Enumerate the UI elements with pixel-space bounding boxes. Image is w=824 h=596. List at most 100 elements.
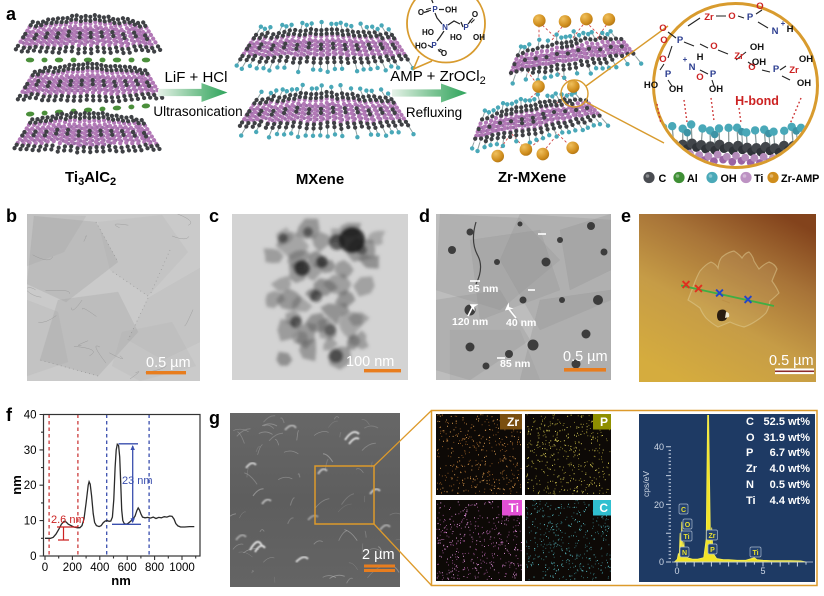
svg-text:P: P [747,12,754,23]
svg-text:P: P [665,69,672,80]
svg-text:H: H [787,24,794,35]
svg-text:O: O [746,432,755,444]
svg-text:P: P [710,547,715,554]
svg-text:cps/eV: cps/eV [641,471,651,497]
svg-text:N: N [682,550,687,557]
svg-text:nm: nm [9,475,24,495]
svg-text:Refluxing: Refluxing [406,105,462,120]
svg-text:4.0 wt%: 4.0 wt% [770,463,811,475]
svg-text:O: O [710,41,717,52]
svg-text:O: O [472,10,478,19]
svg-text:Zr-MXene: Zr-MXene [498,169,566,186]
svg-text:P: P [710,69,717,80]
svg-text:O: O [659,54,666,65]
svg-text:0: 0 [674,566,679,576]
svg-text:Zr: Zr [746,463,758,475]
svg-text:2 µm: 2 µm [362,547,395,563]
svg-text:800: 800 [145,562,164,574]
svg-text:O: O [659,23,666,34]
svg-text:400: 400 [90,562,109,574]
svg-text:52.5 wt%: 52.5 wt% [764,416,811,428]
svg-text:Ti: Ti [509,501,519,515]
svg-text:Zr: Zr [507,415,519,429]
svg-text:OH: OH [721,173,737,185]
svg-text:P: P [432,5,438,14]
svg-text:HO: HO [415,42,427,51]
svg-text:O: O [418,8,424,17]
svg-text:0.5 µm: 0.5 µm [769,353,814,369]
svg-text:HO: HO [450,33,462,42]
svg-text:OH: OH [709,84,723,95]
svg-text:6.7 wt%: 6.7 wt% [770,447,811,459]
svg-text:P: P [746,447,753,459]
svg-text:P: P [773,64,780,75]
svg-text:Ti3AlC2: Ti3AlC2 [65,169,116,188]
svg-text:5: 5 [760,566,765,576]
svg-text:N: N [442,23,448,32]
svg-text:0: 0 [30,551,36,563]
svg-text:O: O [441,49,447,58]
svg-text:O: O [660,35,667,46]
svg-text:85 nm: 85 nm [500,358,530,370]
svg-text:O: O [696,72,703,83]
svg-text:H-bond: H-bond [735,94,779,108]
svg-text:Ultrasonication: Ultrasonication [153,104,242,119]
svg-text:40: 40 [24,410,37,422]
svg-text:200: 200 [63,562,82,574]
svg-text:e: e [621,206,631,226]
svg-text:10: 10 [24,516,37,528]
svg-text:HO: HO [422,28,434,37]
svg-text:0.5 µm: 0.5 µm [146,355,191,371]
svg-text:30: 30 [24,445,37,457]
svg-text:0.5 wt%: 0.5 wt% [770,479,811,491]
svg-text:OH: OH [799,54,813,65]
svg-text:1000: 1000 [169,562,195,574]
svg-text:C: C [746,416,754,428]
svg-text:600: 600 [118,562,137,574]
svg-text:C: C [599,501,608,515]
svg-text:P: P [431,41,437,50]
svg-text:MXene: MXene [296,171,344,188]
svg-text:OH: OH [445,6,457,15]
svg-text:N: N [689,62,696,73]
svg-text:c: c [209,206,219,226]
svg-text:Zr-AMP: Zr-AMP [781,173,819,185]
svg-text:+: + [683,55,688,64]
svg-text:Al: Al [687,173,698,185]
svg-text:N: N [746,479,754,491]
svg-text:C: C [659,173,667,185]
svg-text:Ti: Ti [683,534,689,541]
svg-text:Ti: Ti [754,173,763,185]
svg-text:OH: OH [750,42,764,53]
svg-text:0: 0 [659,557,664,567]
svg-text:+: + [781,19,786,28]
svg-text:4.4 wt%: 4.4 wt% [770,495,811,507]
svg-text:Zr: Zr [734,51,744,62]
svg-text:O: O [685,522,691,529]
svg-text:O: O [728,11,735,22]
svg-text:40 nm: 40 nm [506,317,536,329]
svg-text:20: 20 [654,500,664,510]
svg-text:Ti: Ti [746,495,756,507]
svg-text:OH: OH [473,33,485,42]
svg-text:HO: HO [644,80,658,91]
svg-text:P: P [463,23,469,32]
svg-text:2.6 nm: 2.6 nm [51,514,85,526]
svg-text:AMP + ZrOCl2: AMP + ZrOCl2 [390,68,485,87]
svg-text:OH: OH [669,84,683,95]
svg-text:Zr: Zr [709,533,716,540]
svg-text:O: O [748,62,755,73]
svg-text:95 nm: 95 nm [468,283,498,295]
svg-text:Zr: Zr [704,12,714,23]
svg-text:23 nm: 23 nm [122,475,153,487]
svg-text:Ti: Ti [752,550,758,557]
svg-text:C: C [681,507,686,514]
svg-text:a: a [6,4,17,24]
svg-text:P: P [677,35,684,46]
svg-text:0.5 µm: 0.5 µm [563,349,608,365]
svg-text:d: d [419,206,430,226]
svg-text:LiF + HCl: LiF + HCl [165,69,228,86]
svg-text:OH: OH [752,57,766,68]
svg-text:O: O [756,1,763,12]
svg-text:f: f [6,405,13,425]
